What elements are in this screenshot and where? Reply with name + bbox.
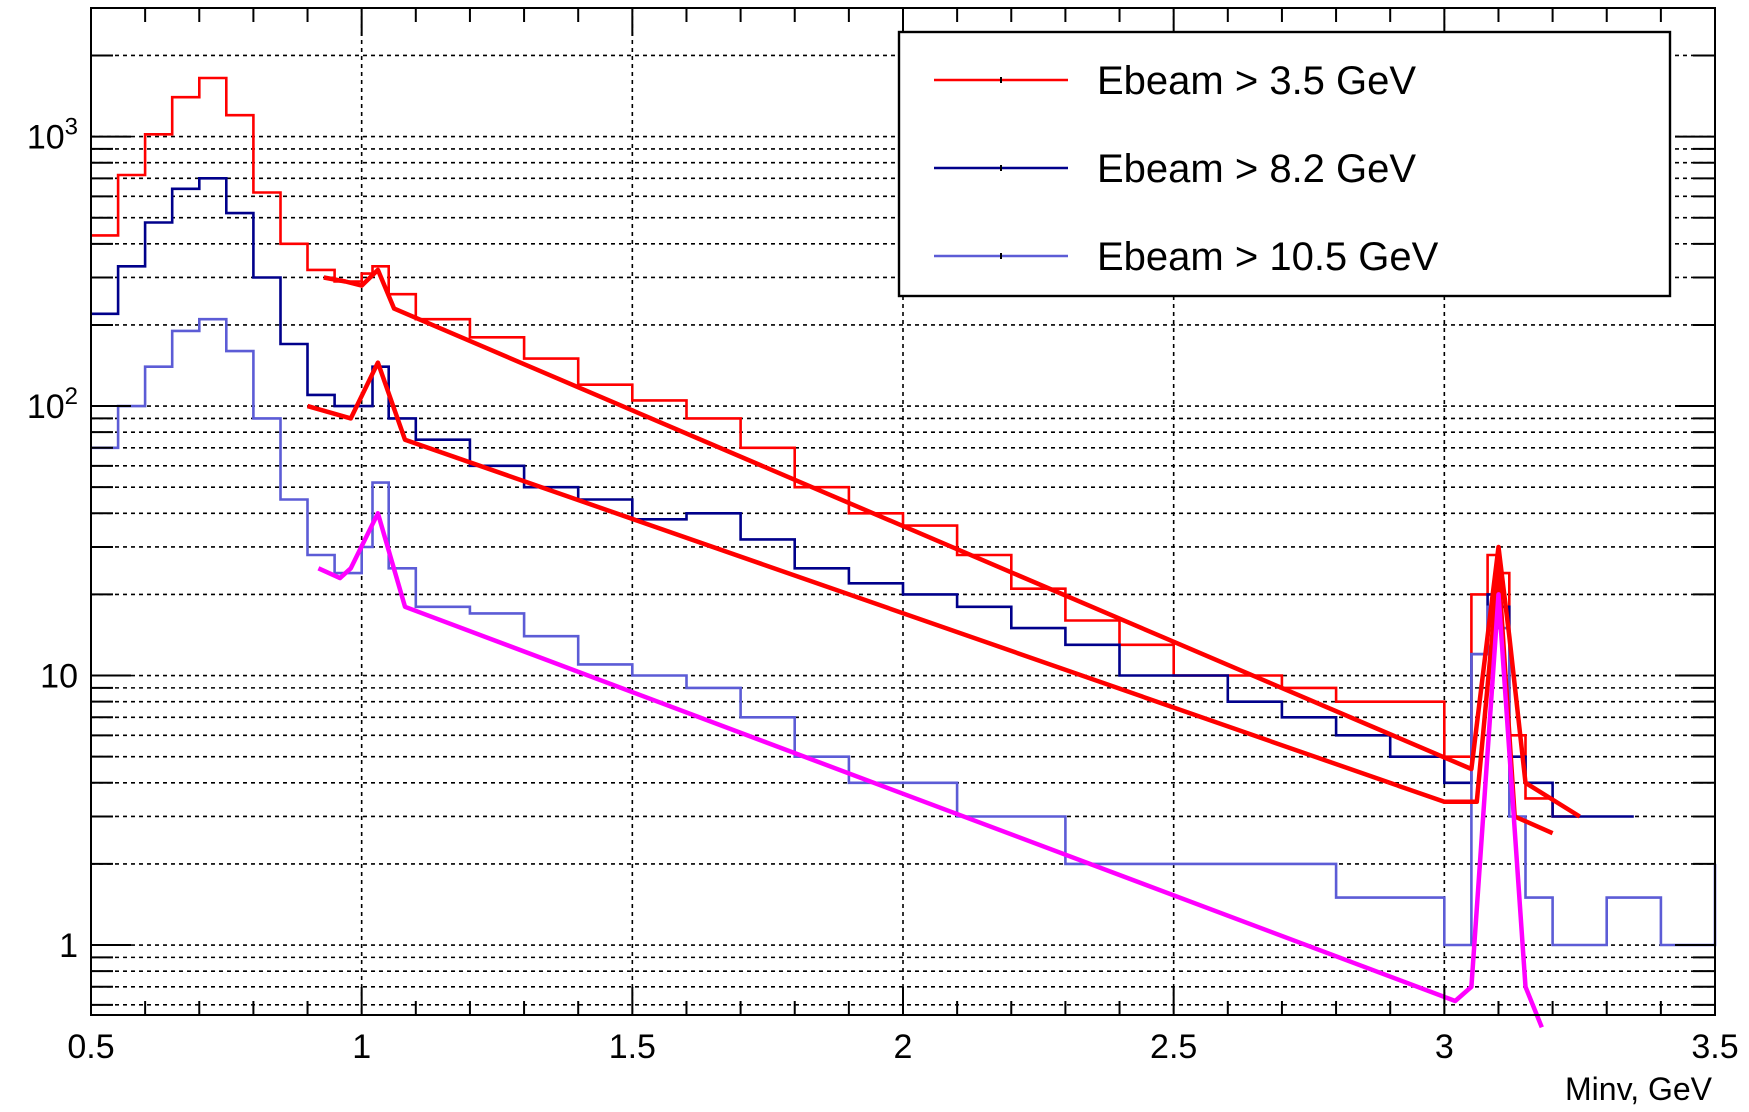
x-tick-label-2: 1.5 <box>609 1028 656 1066</box>
y-tick-label-3: 103 <box>27 114 78 157</box>
x-tick-label-5: 3 <box>1435 1028 1454 1066</box>
axis-ticks <box>90 8 1716 1015</box>
legend-label-2: Ebeam > 10.5 GeV <box>1097 235 1439 279</box>
legend-label-1: Ebeam > 8.2 GeV <box>1097 147 1416 191</box>
x-axis-title: Minv, GeV <box>1565 1071 1713 1107</box>
legend: Ebeam > 3.5 GeV Ebeam > 8.2 GeV Ebeam > 10… <box>897 30 1672 298</box>
fit-curve-2 <box>317 511 1544 1029</box>
x-tick-label-6: 3.5 <box>1691 1028 1738 1066</box>
fit-curve-1 <box>306 360 1554 836</box>
tick-labels: 0.5 1 1.5 2 2.5 3 3.5 1 10 102 103 <box>27 114 1739 1066</box>
y-tick-label-1: 10 <box>40 658 78 696</box>
x-tick-label-0: 0.5 <box>67 1028 114 1066</box>
x-tick-label-4: 2.5 <box>1150 1028 1197 1066</box>
histogram-series-0 <box>91 76 1580 818</box>
legend-box <box>897 30 1672 298</box>
fit-curves <box>306 267 1581 1029</box>
legend-label-0: Ebeam > 3.5 GeV <box>1097 59 1416 103</box>
x-tick-label-3: 2 <box>894 1028 913 1066</box>
x-tick-label-1: 1 <box>352 1028 371 1066</box>
fit-curve-0 <box>323 267 1581 819</box>
y-tick-label-2: 102 <box>27 383 78 426</box>
y-tick-label-0: 1 <box>59 927 78 965</box>
